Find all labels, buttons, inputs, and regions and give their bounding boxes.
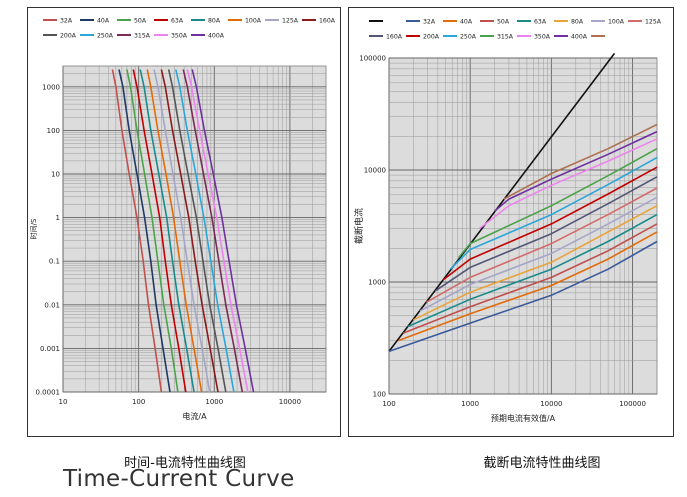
legend-label: 125A [282, 18, 299, 25]
legend-label: 80A [208, 18, 221, 25]
series-line-12 [191, 69, 255, 393]
legend-label: 100A [608, 19, 625, 26]
cutoff-current-chart: 100 1000 10000 100000 100000 10000 1000 100 预期电流… [353, 19, 662, 424]
series-line-14 [503, 123, 658, 200]
series-line-1 [388, 240, 658, 353]
x-tick-label: 10000 [279, 398, 301, 406]
legend-label: 63A [534, 19, 547, 26]
legend-label: 200A [60, 33, 77, 40]
y-axis-label: 时间/S [29, 218, 38, 239]
legend-label: 63A [171, 18, 184, 25]
series-line-11 [457, 147, 658, 259]
y-tick-label: 0.1 [49, 258, 60, 266]
series-line-3 [403, 223, 658, 334]
series-line-7 [426, 187, 658, 303]
y-tick-label: 1 [56, 214, 60, 222]
x-tick-label: 10000 [540, 400, 562, 408]
series-line-10 [182, 69, 244, 393]
series-line-2 [398, 231, 658, 342]
x-axis-label: 电流/A [182, 411, 207, 421]
legend-label: 40A [460, 19, 473, 26]
series-line-6 [153, 69, 211, 393]
series-line-1 [118, 69, 171, 393]
y-tick-label: 0.001 [40, 345, 60, 353]
legend-label: 50A [497, 19, 510, 26]
y-tick-label: 10000 [364, 167, 386, 175]
legend-label: 350A [534, 34, 551, 41]
y-tick-label: 0.0001 [36, 389, 61, 397]
series-line-11 [186, 69, 249, 393]
series-line-13 [494, 130, 658, 212]
legend-label: 160A [319, 18, 336, 25]
legend: 32A 40A 50A 63A 80A 100A 125A 160A 200A 250A 315A 3… [43, 18, 336, 40]
legend-label: 32A [423, 19, 436, 26]
y-tick-label: 100000 [359, 55, 386, 63]
series-line-12 [478, 138, 658, 230]
y-tick-label: 0.01 [44, 301, 60, 309]
plot-area [62, 65, 327, 393]
series-line-8 [167, 69, 227, 393]
legend-label: 350A [171, 33, 188, 40]
legend-label: 400A [571, 34, 588, 41]
y-tick-label: 100 [373, 391, 386, 399]
x-tick-label: 100000 [619, 400, 646, 408]
series-line-8 [434, 176, 658, 292]
x-tick-label: 100 [132, 398, 145, 406]
series-group [111, 69, 255, 393]
time-current-chart: 10 100 1000 10000 1000 100 10 1 0.1 0.01 0.001 0.00… [29, 18, 336, 422]
series-line-0 [111, 69, 163, 393]
legend-label: 100A [245, 18, 262, 25]
legend: 32A 40A 50A 63A 80A 100A 125A 160A 200A 250A 315A 3… [369, 19, 662, 41]
series-line-5 [413, 204, 658, 321]
y-tick-label: 1000 [42, 83, 60, 91]
caption-time-current: 时间-电流特性曲线图 [124, 456, 246, 471]
series-line-7 [160, 69, 219, 393]
x-tick-label: 100 [382, 400, 395, 408]
y-tick-label: 100 [47, 127, 60, 135]
legend-label: 160A [386, 34, 403, 41]
series-line-9 [175, 69, 235, 393]
series-line-5 [146, 69, 203, 393]
y-tick-label: 10 [51, 171, 60, 179]
time-current-chart-panel: 10 100 1000 10000 1000 100 10 1 0.1 0.01 0.001 0.00… [27, 7, 341, 437]
caption-english: Time-Current Curve [63, 466, 295, 492]
caption-cutoff-current: 截断电流特性曲线图 [483, 456, 601, 471]
series-line-3 [132, 69, 187, 393]
x-axis-label: 预期电流有效值/A [491, 413, 556, 423]
x-tick-label: 1000 [205, 398, 223, 406]
y-axis-label: 截断电流 [353, 208, 365, 244]
series-line-2 [126, 69, 179, 393]
legend-label: 250A [97, 33, 114, 40]
series-line-4 [407, 213, 658, 328]
cutoff-current-chart-panel: 100 1000 10000 100000 100000 10000 1000 100 预期电流… [348, 7, 674, 437]
series-line-6 [419, 196, 658, 312]
legend-label: 315A [497, 34, 514, 41]
legend-label: 400A [208, 33, 225, 40]
y-tick-label: 1000 [368, 279, 386, 287]
x-tick-label: 1000 [461, 400, 479, 408]
legend-label: 32A [60, 18, 73, 25]
series-line-4 [139, 69, 195, 393]
legend-label: 125A [645, 19, 662, 26]
legend-label: 80A [571, 19, 584, 26]
legend-label: 250A [460, 34, 477, 41]
legend-label: 315A [134, 33, 151, 40]
series-line-10 [449, 156, 658, 270]
series-line-9 [442, 166, 658, 281]
series-group [388, 52, 658, 353]
x-tick-label: 10 [59, 398, 68, 406]
legend-label: 40A [97, 18, 110, 25]
legend-label: 50A [134, 18, 147, 25]
legend-label: 200A [423, 34, 440, 41]
